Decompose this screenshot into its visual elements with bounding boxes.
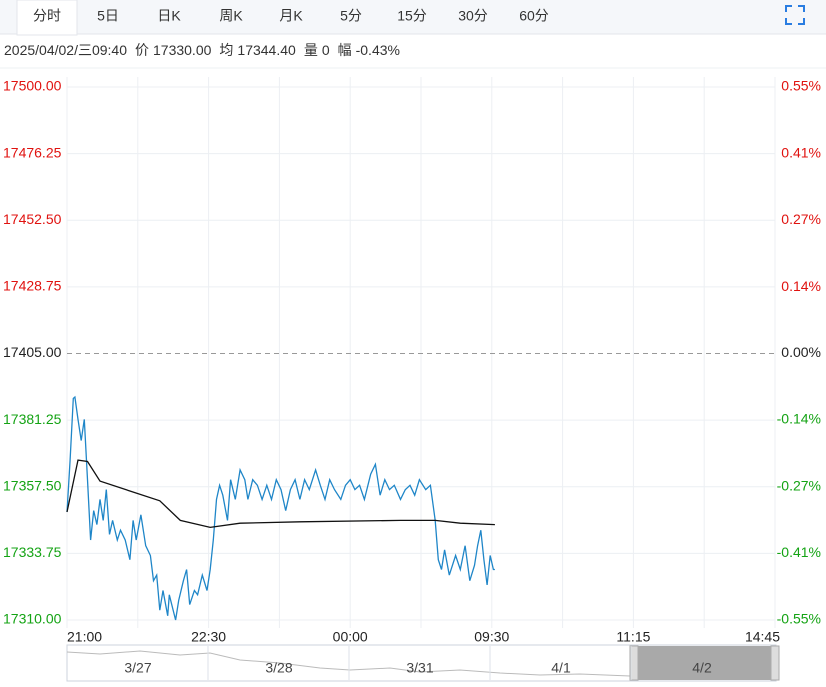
navigator-label: 4/1 (551, 660, 571, 676)
x-tick-label: 14:45 (745, 629, 780, 645)
navigator-handle[interactable] (770, 645, 780, 681)
tab-bar (0, 0, 826, 34)
tab[interactable]: 15分 (397, 8, 427, 24)
navigator-label: 3/27 (124, 660, 151, 676)
navigator-label: 3/31 (406, 660, 433, 676)
y-tick-label: 17381.25 (3, 411, 62, 427)
y-tick-label: 17405.00 (3, 344, 62, 360)
tab[interactable]: 周K (219, 8, 243, 24)
x-tick-label: 09:30 (474, 629, 509, 645)
info-value: 17330.00 (153, 42, 212, 58)
y-tick-label: 17428.75 (3, 278, 62, 294)
y-tick-label: 17476.25 (3, 144, 62, 160)
y-tick-label: 17310.00 (3, 611, 62, 627)
y2-tick-label: 0.00% (781, 344, 821, 360)
expand-icon[interactable] (785, 5, 805, 25)
tab[interactable]: 月K (279, 8, 303, 24)
x-tick-label: 00:00 (333, 629, 368, 645)
info-datetime: 2025/04/02/三09:40 (4, 42, 127, 58)
y2-tick-label: 0.14% (781, 278, 821, 294)
y-tick-label: 17500.00 (3, 78, 62, 94)
active-tab (16, 0, 78, 36)
y2-tick-label: 0.41% (781, 145, 821, 161)
tab[interactable]: 5日 (97, 8, 119, 24)
series-line (66, 459, 495, 529)
info-value: 0 (322, 42, 330, 58)
tab[interactable]: 30分 (458, 8, 488, 24)
y-tick-label: 17357.50 (3, 477, 62, 493)
navigator-label: 3/28 (265, 660, 292, 676)
tab[interactable]: 60分 (519, 8, 549, 24)
navigator-label: 4/2 (692, 660, 712, 676)
y-tick-label: 17333.75 (3, 544, 62, 560)
info-value: 17344.40 (237, 42, 296, 58)
info-line: 2025/04/02/三09:40 价 17330.00 均 17344.40 量 0 幅 -0… (4, 42, 400, 58)
y2-tick-label: 0.27% (781, 211, 821, 227)
navigator-handle[interactable] (629, 645, 639, 681)
y-tick-label: 17452.50 (3, 211, 62, 227)
y2-tick-label: -0.27% (777, 477, 821, 493)
info-label: 量 (304, 42, 318, 58)
navigator-line (66, 650, 631, 677)
navigator-selection[interactable] (638, 646, 771, 680)
y2-tick-label: -0.41% (777, 544, 821, 560)
y2-tick-label: 0.55% (781, 78, 821, 94)
info-label: 价 (135, 42, 149, 58)
info-value: -0.43% (356, 42, 400, 58)
y2-tick-label: -0.55% (777, 611, 821, 627)
y2-tick-label: -0.14% (777, 411, 821, 427)
info-label: 幅 (338, 42, 352, 58)
series-line (66, 395, 495, 621)
x-tick-label: 22:30 (191, 629, 226, 645)
tab[interactable]: 分时 (33, 8, 61, 24)
info-label: 均 (219, 42, 233, 58)
tab[interactable]: 日K (157, 8, 181, 24)
x-tick-label: 11:15 (616, 629, 650, 645)
x-tick-label: 21:00 (67, 629, 102, 645)
tab[interactable]: 5分 (340, 8, 362, 24)
